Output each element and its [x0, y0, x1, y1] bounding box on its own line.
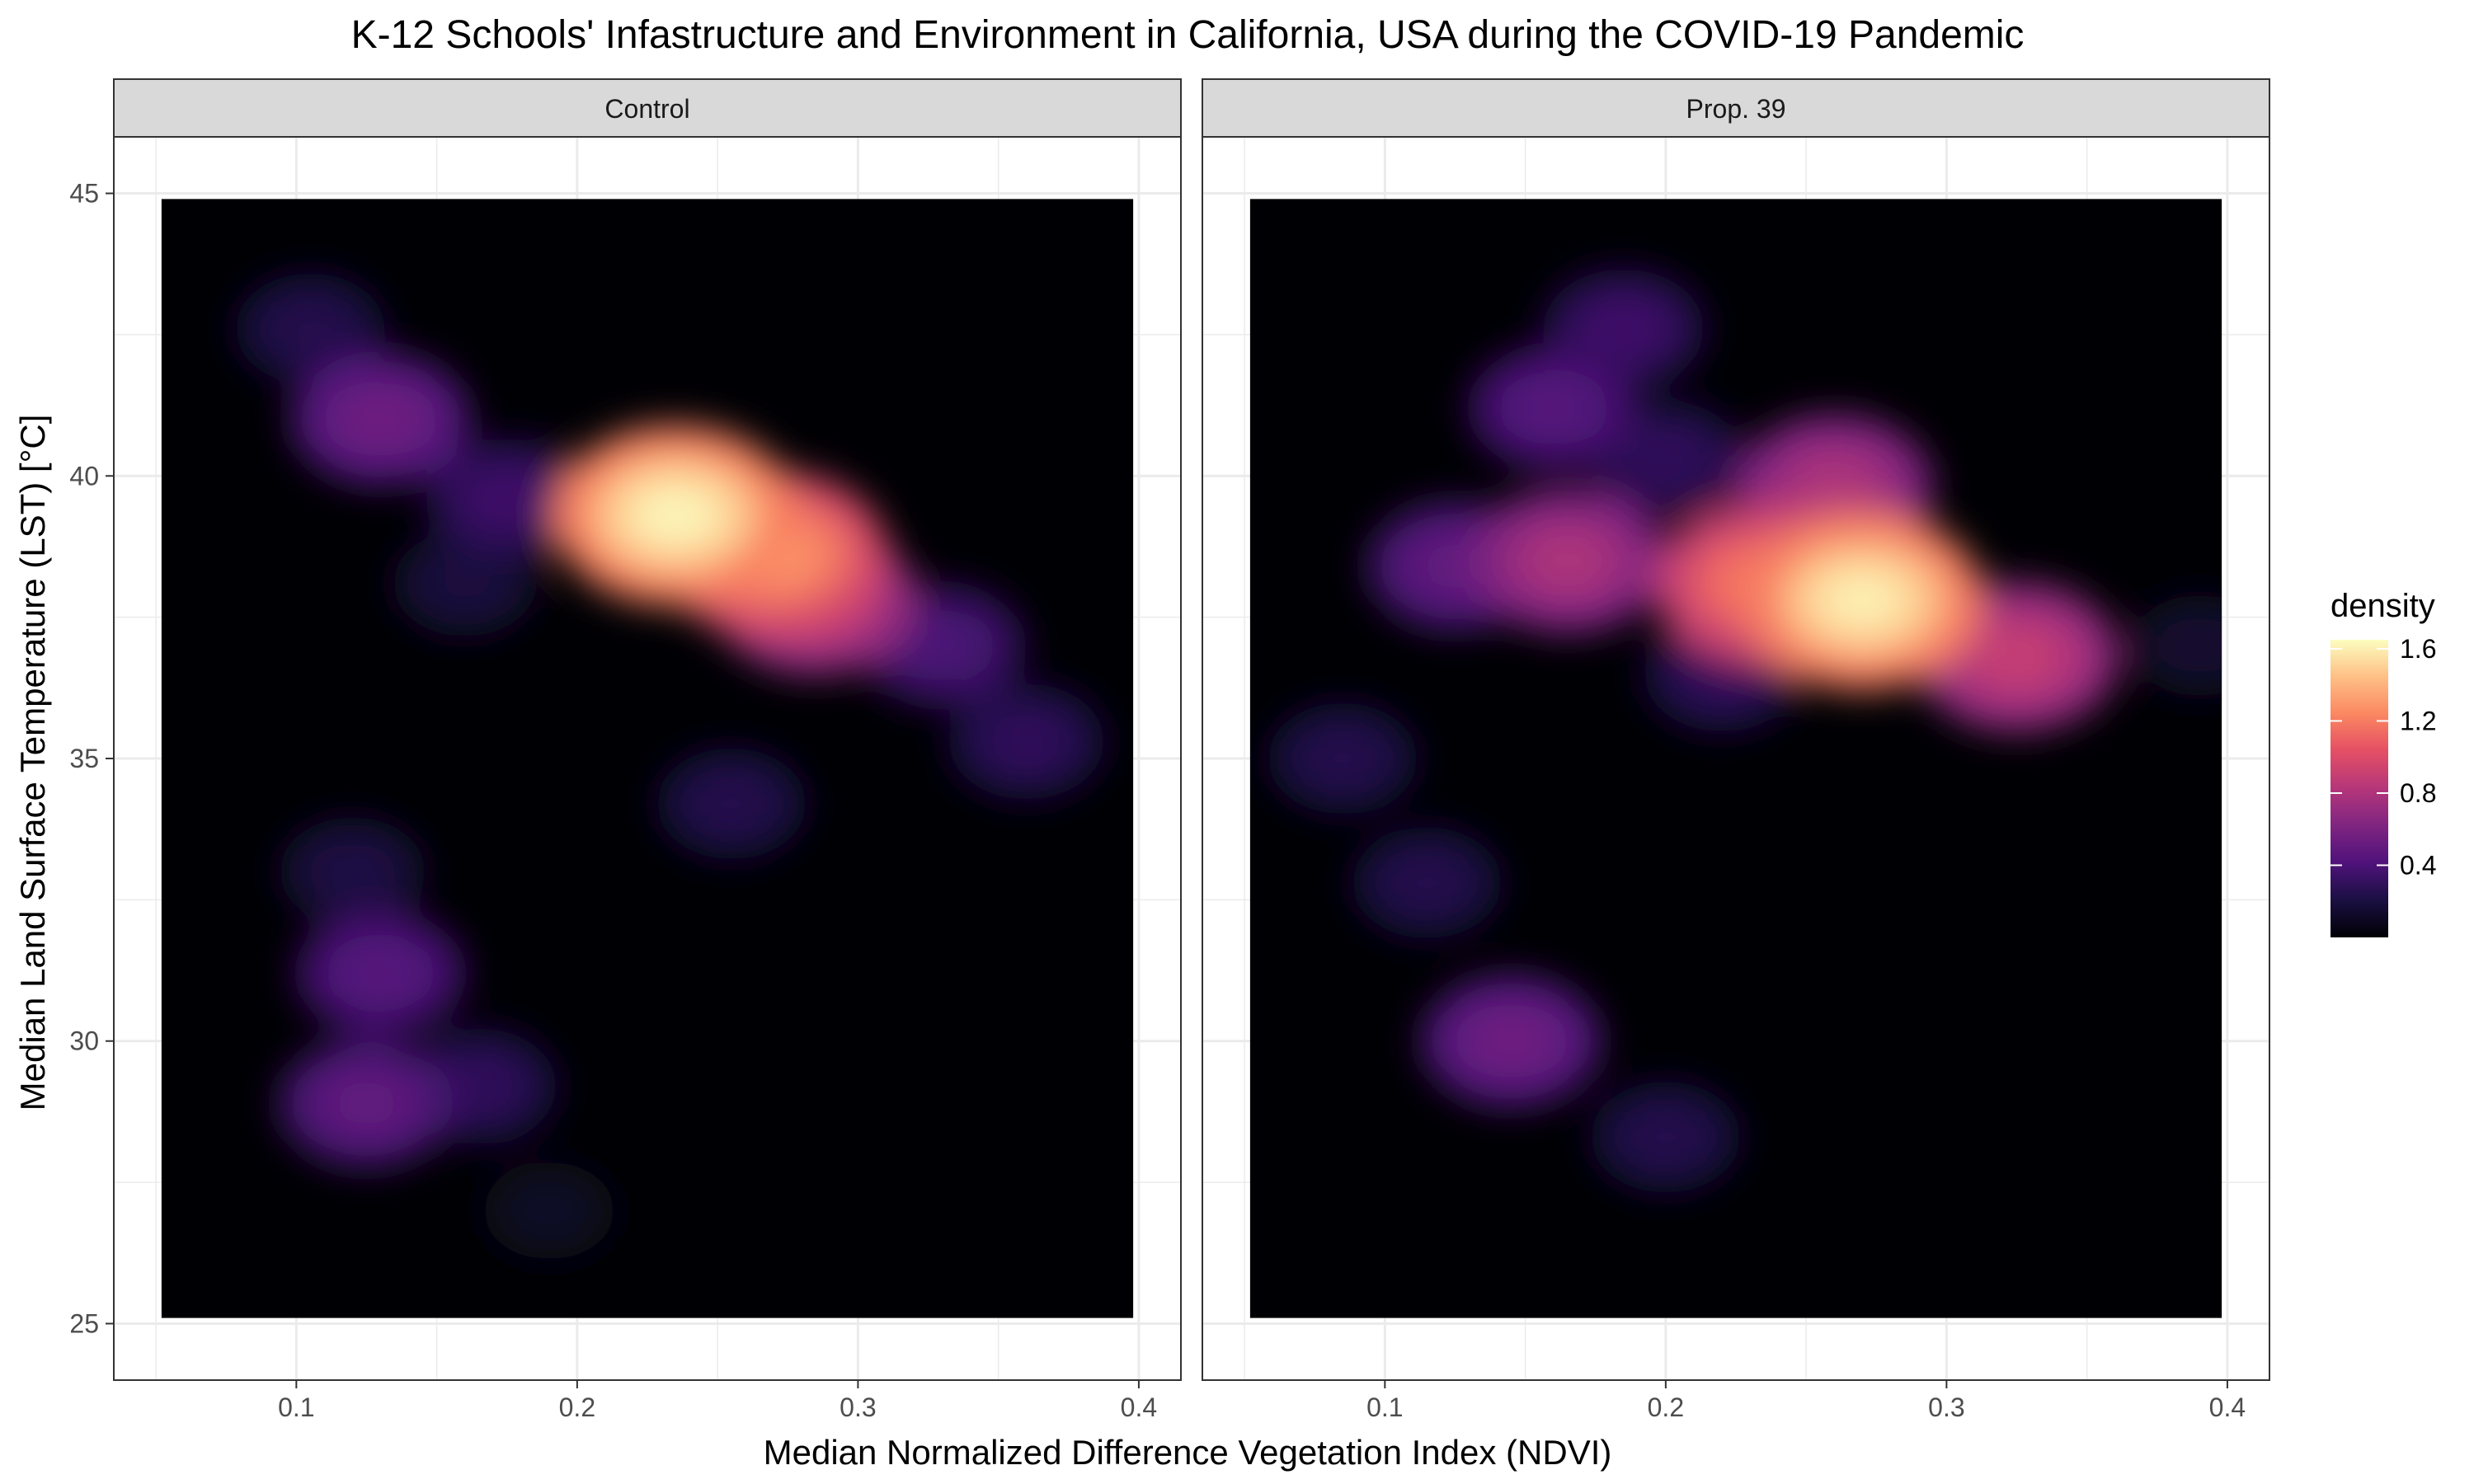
density-peak [1978, 631, 2055, 683]
density-peak [1531, 535, 1605, 586]
legend-tick-label: 0.8 [2400, 778, 2436, 808]
x-tick-label: 0.1 [1366, 1392, 1403, 1422]
density-peak [2174, 628, 2222, 663]
legend-tick-label: 1.2 [2400, 706, 2436, 735]
density-peak [347, 397, 414, 443]
density-peak [325, 852, 380, 890]
density-peak [524, 1194, 574, 1228]
chart-title: K-12 Schools' Infastructure and Environm… [351, 13, 2025, 57]
x-tick-label: 0.3 [1928, 1392, 1964, 1422]
x-tick-label: 0.4 [1121, 1392, 1157, 1422]
density-peak [1797, 462, 1871, 513]
density-peak [1693, 654, 1751, 693]
facet-strip [113, 78, 1182, 138]
density-peak [703, 784, 760, 823]
density-peak [1636, 439, 1695, 479]
x-tick-label: 0.1 [278, 1392, 314, 1422]
x-tick-label: 0.2 [559, 1392, 595, 1422]
facet-strip [1202, 78, 2270, 138]
legend-colorbar [2331, 640, 2388, 937]
density-peak [1593, 308, 1653, 350]
facet-strip-label: Control [604, 94, 689, 124]
legend: density 0.4 0.8 1.2 1.6 [2331, 588, 2436, 937]
density-peak [630, 485, 721, 547]
density-peak [997, 721, 1056, 762]
y-tick-label: 35 [69, 744, 99, 773]
density-peak [1399, 863, 1456, 902]
legend-tick-label: 1.6 [2400, 634, 2436, 664]
density-peak [1638, 1118, 1694, 1157]
y-tick-label: 30 [69, 1026, 99, 1056]
density-peak [1522, 386, 1585, 430]
density-peak [477, 478, 537, 519]
x-tick-label: 0.2 [1648, 1392, 1684, 1422]
density-peak [282, 310, 338, 348]
density-peak [449, 1066, 508, 1106]
x-axis-title: Median Normalized Difference Vegetation … [764, 1433, 1612, 1472]
legend-tick-label: 0.4 [2400, 850, 2436, 880]
density-peak [334, 1081, 399, 1125]
density-peak [1478, 1018, 1545, 1064]
density-peak [349, 951, 412, 995]
density-peak [438, 565, 492, 602]
density-peak [911, 624, 973, 667]
density-peak [1315, 740, 1371, 777]
x-tick-label: 0.4 [2209, 1392, 2246, 1422]
y-axis-title: Median Land Surface Temperature (LST) [°… [13, 415, 52, 1111]
x-tick-label: 0.3 [840, 1392, 876, 1422]
panel-1: Prop. 39 0.1 0.2 0.3 0.4 [1202, 78, 2270, 1422]
density-peak [1817, 570, 1907, 632]
y-tick-label: 45 [69, 179, 99, 209]
panel-0: Control 0.1 0.2 0.3 0.4 25 30 35 40 45 [69, 78, 1182, 1422]
legend-title: density [2331, 588, 2435, 624]
y-tick-label: 25 [69, 1308, 99, 1338]
y-tick-label: 40 [69, 461, 99, 491]
facet-strip-label: Prop. 39 [1686, 94, 1786, 124]
